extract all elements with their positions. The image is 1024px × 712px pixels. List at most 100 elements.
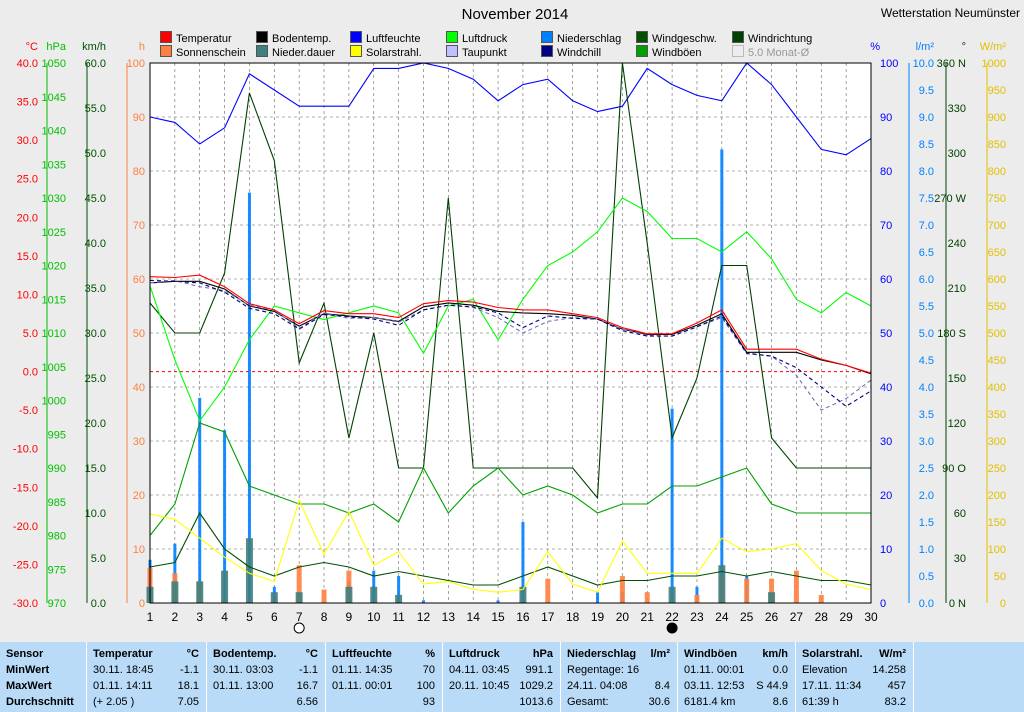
- stats-header: Luftdruck: [449, 648, 500, 660]
- axis-tick-solar: 0: [1000, 598, 1006, 610]
- bar-sonnenschein: [545, 578, 551, 603]
- x-tick-label: 23: [690, 610, 704, 624]
- legend-item-solarstrahl[interactable]: Solarstrahl.: [350, 45, 422, 60]
- axes: °C -30.0 -25.0 -20.0 -15.0 -10.0 -5.0 0.0 5.0 10.…: [13, 41, 1006, 610]
- x-tick-label: 14: [467, 610, 481, 624]
- stats-header: Bodentemp.: [213, 648, 277, 660]
- axis-tick-pres: 975: [48, 564, 66, 576]
- axis-tick-dir: 360 N: [937, 58, 966, 70]
- axis-tick-hum: 50: [880, 328, 892, 340]
- axis-tick-wind: 35.0: [85, 283, 106, 295]
- axis-tick-temp: -25.0: [13, 559, 38, 571]
- line-windben: [149, 422, 871, 536]
- stats-header: Niederschlag: [567, 648, 637, 660]
- axis-tick-solar: 100: [988, 544, 1006, 556]
- bar-niederdauer: [668, 586, 676, 603]
- axis-tick-pres: 1025: [42, 227, 66, 239]
- stats-value: 6.56: [296, 696, 318, 708]
- new-moon-icon: [666, 622, 678, 634]
- line-windgeschw: [149, 511, 872, 586]
- legend-item-niederschlag[interactable]: Niederschlag: [541, 31, 621, 46]
- legend-swatch: [541, 45, 553, 57]
- stats-time: Elevation: [802, 664, 848, 676]
- stats-col-sensor: Sensor MinWert MaxWert Durchschnitt: [0, 644, 85, 710]
- axis-tick-wind: 40.0: [85, 238, 106, 250]
- axis-unit-dir: °: [962, 41, 966, 53]
- stats-value: 457: [887, 680, 906, 692]
- stats-col-solarstrahl: Solarstrahl. W/m² Elevation 14.258 17.11. …: [796, 644, 912, 710]
- stats-value: -1.1: [180, 664, 199, 676]
- x-tick-label: 20: [616, 610, 630, 624]
- axis-tick-rain: 1.5: [919, 517, 934, 529]
- axis-tick-temp: 20.0: [17, 212, 38, 224]
- axis-tick-solar: 400: [988, 382, 1006, 394]
- legend-item-niederdauer[interactable]: Nieder.dauer: [256, 45, 335, 60]
- axis-unit-temp: °C: [26, 41, 38, 53]
- stats-unit: °C: [305, 648, 318, 660]
- stats-col-bodentemp: Bodentemp. °C 30.11. 03:03 -1.1 01.11. 13:…: [207, 644, 324, 710]
- legend-item-windrichtung[interactable]: Windrichtung: [732, 31, 812, 46]
- axis-tick-solar: 200: [988, 490, 1006, 502]
- axis-tick-wind: 5.0: [91, 553, 106, 565]
- axis-tick-temp: 30.0: [17, 135, 38, 147]
- axis-tick-solar: 700: [988, 220, 1006, 232]
- axis-tick-sun: 60: [133, 274, 145, 286]
- legend-label: Windgeschw.: [652, 33, 717, 45]
- bar-niederdauer: [768, 592, 776, 603]
- stats-value: 1029.2: [519, 680, 553, 692]
- legend-item-taupunkt[interactable]: Taupunkt: [446, 45, 507, 60]
- x-tick-label: 15: [491, 610, 505, 624]
- stats-time: 20.11. 10:45: [449, 680, 510, 692]
- bar-niederschlag: [247, 192, 251, 603]
- bar-niederdauer: [270, 592, 278, 603]
- legend-swatch: [541, 31, 553, 43]
- stats-value: 14.258: [872, 664, 906, 676]
- legend-item-temperatur[interactable]: Temperatur: [160, 31, 232, 46]
- axis-tick-solar: 950: [988, 85, 1006, 97]
- x-tick-label: 11: [392, 610, 405, 624]
- stats-time: 01.11. 00:01: [684, 664, 745, 676]
- axis-tick-solar: 550: [988, 301, 1006, 313]
- legend-item-monatsmittel[interactable]: 5.0 Monat-Ø: [732, 45, 809, 60]
- axis-unit-solar: W/m²: [980, 41, 1007, 53]
- line-bodentemp: [149, 280, 872, 375]
- legend-item-luftdruck[interactable]: Luftdruck: [446, 31, 507, 46]
- bar-sonnenschein: [818, 594, 824, 603]
- axis-tick-rain: 0.0: [919, 598, 934, 610]
- chart-title: November 2014: [461, 6, 569, 23]
- stats-unit: l/m²: [650, 648, 670, 660]
- bar-sonnenschein: [321, 589, 327, 603]
- legend-item-luftfeuchte[interactable]: Luftfeuchte: [350, 31, 420, 46]
- legend-swatch: [160, 31, 172, 43]
- axis-tick-dir: 180 S: [937, 328, 966, 340]
- legend-item-windgeschw[interactable]: Windgeschw.: [636, 31, 717, 46]
- stats-time: 30.11. 18:45: [93, 664, 154, 676]
- stats-header: Windböen: [684, 648, 738, 660]
- legend-item-windboeen[interactable]: Windböen: [636, 45, 702, 60]
- x-tick-label: 18: [566, 610, 580, 624]
- axis-tick-dir: 90 O: [942, 463, 966, 475]
- axis-tick-solar: 850: [988, 139, 1006, 151]
- x-tick-label: 4: [221, 610, 228, 624]
- legend-label: Luftfeuchte: [366, 33, 421, 45]
- stats-col-windboeen: Windböen km/h 01.11. 00:01 0.0 03.11. 12:5…: [678, 644, 794, 710]
- x-tick-label: 24: [715, 610, 729, 624]
- legend-label: Nieder.dauer: [272, 47, 335, 59]
- legend-item-sonnenschein[interactable]: Sonnenschein: [160, 45, 246, 60]
- legend-swatch: [732, 31, 744, 43]
- legend-label: Windrichtung: [748, 33, 813, 45]
- bar-niederschlag: [596, 592, 600, 603]
- legend-label: Windchill: [557, 47, 602, 59]
- axis-tick-rain: 2.5: [919, 463, 934, 475]
- axis-tick-hum: 10: [880, 544, 892, 556]
- stats-time: 17.11. 11:34: [802, 680, 862, 692]
- x-tick-label: 19: [591, 610, 605, 624]
- axis-tick-sun: 80: [133, 166, 145, 178]
- axis-tick-solar: 350: [988, 409, 1006, 421]
- axis-unit-rain: l/m²: [916, 41, 935, 53]
- legend-item-windchill[interactable]: Windchill: [541, 45, 601, 60]
- stats-value: 30.6: [648, 696, 670, 708]
- axis-tick-pres: 1000: [42, 396, 66, 408]
- legend-item-bodentemp[interactable]: Bodentemp.: [256, 31, 331, 46]
- axis-tick-dir: 210: [948, 283, 966, 295]
